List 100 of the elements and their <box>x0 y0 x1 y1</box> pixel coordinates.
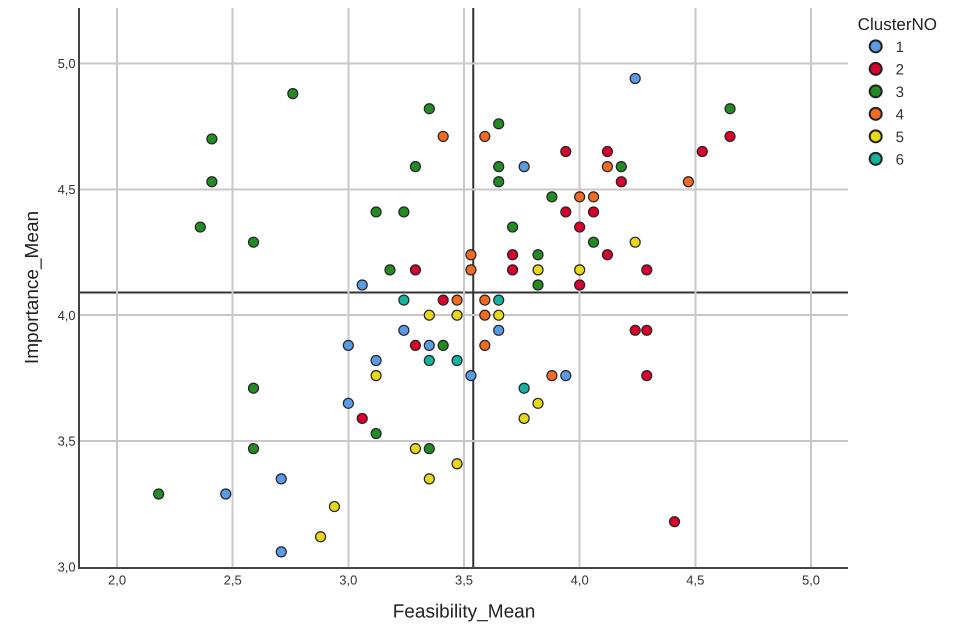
point <box>342 398 354 409</box>
y-tick-label: 5,0 <box>58 56 76 71</box>
point <box>438 130 449 142</box>
point <box>424 443 435 454</box>
point <box>384 264 396 276</box>
point <box>287 88 298 100</box>
legend-label: 1 <box>896 39 904 56</box>
point <box>506 249 518 260</box>
point <box>370 206 382 218</box>
point <box>479 130 490 142</box>
point <box>518 161 530 172</box>
point <box>479 294 490 306</box>
y-tick-label: 3,0 <box>58 560 76 575</box>
y-tick-label: 4,5 <box>58 182 76 197</box>
point <box>588 206 600 218</box>
point <box>194 221 206 233</box>
point <box>560 206 572 218</box>
x-tick-label: 3,5 <box>454 572 474 588</box>
point <box>398 294 410 306</box>
point <box>248 382 260 394</box>
x-tick-label: 3,0 <box>339 572 358 588</box>
point <box>641 264 652 276</box>
point <box>451 354 463 366</box>
point <box>479 340 490 352</box>
point <box>546 191 558 202</box>
point <box>410 161 422 172</box>
y-tick-label: 3,5 <box>58 434 76 449</box>
point <box>641 324 652 336</box>
point <box>220 488 232 500</box>
point <box>276 546 287 558</box>
point <box>424 310 435 321</box>
point <box>493 176 504 188</box>
point <box>574 221 586 233</box>
point <box>451 294 463 306</box>
point <box>696 146 708 158</box>
point <box>724 130 736 142</box>
point <box>518 412 530 424</box>
point <box>532 398 544 409</box>
point <box>493 294 504 306</box>
point <box>546 370 558 382</box>
point <box>493 161 504 172</box>
point <box>465 264 477 276</box>
point <box>398 324 410 336</box>
x-tick-label: 5,0 <box>802 572 820 588</box>
point <box>574 279 586 291</box>
point <box>493 118 504 130</box>
x-axis-title: Feasibility_Mean <box>392 602 536 623</box>
point <box>438 294 449 306</box>
point <box>616 161 627 172</box>
point <box>602 161 614 172</box>
point <box>424 354 435 366</box>
point <box>630 236 641 248</box>
point <box>518 382 530 394</box>
legend-title: ClusterNO <box>858 15 938 34</box>
point <box>574 191 586 202</box>
point <box>532 264 544 276</box>
point <box>206 176 218 188</box>
point <box>574 264 586 276</box>
point <box>451 458 463 470</box>
point <box>410 340 422 352</box>
point <box>602 146 614 158</box>
point <box>356 279 368 291</box>
y-axis-title: Importance_Mean <box>22 210 43 364</box>
point <box>342 340 354 352</box>
point <box>424 340 435 352</box>
point <box>410 264 422 276</box>
legend-label: 3 <box>896 84 904 102</box>
point <box>410 443 422 454</box>
point <box>532 279 544 291</box>
point <box>641 370 652 382</box>
point <box>153 488 164 500</box>
point <box>314 531 326 542</box>
point <box>248 443 260 454</box>
point <box>370 428 382 440</box>
point <box>398 206 410 218</box>
y-tick-label: 4,0 <box>58 308 76 323</box>
point <box>560 370 572 382</box>
point <box>493 310 504 321</box>
x-tick-label: 4,0 <box>570 572 589 588</box>
point <box>588 191 600 202</box>
point <box>465 370 477 382</box>
point <box>356 412 368 424</box>
legend-label: 5 <box>896 129 904 146</box>
point <box>532 249 544 260</box>
x-tick-label: 4,5 <box>686 572 704 588</box>
point <box>616 176 627 188</box>
legend-label: 4 <box>896 106 904 124</box>
point <box>560 146 572 158</box>
point <box>682 176 694 188</box>
point <box>493 324 504 336</box>
point <box>630 324 641 336</box>
point <box>724 103 736 114</box>
point <box>328 500 340 512</box>
x-tick-label: 2,5 <box>224 572 242 588</box>
point <box>479 310 490 321</box>
point <box>506 221 518 233</box>
point <box>370 354 382 366</box>
point <box>630 72 641 84</box>
point <box>424 473 435 484</box>
point <box>206 133 218 145</box>
